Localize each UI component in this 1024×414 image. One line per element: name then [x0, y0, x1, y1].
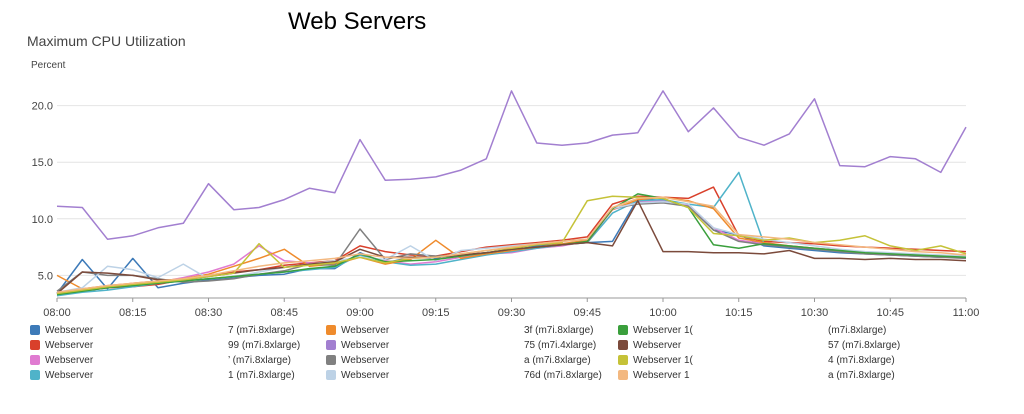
x-tick-label: 08:00: [43, 307, 71, 319]
legend-swatch: [618, 340, 628, 350]
legend-label: Webserver 1(: [633, 324, 693, 336]
legend-label: 99 (m7i.8xlarge): [228, 339, 301, 351]
x-tick-label: 09:45: [573, 307, 601, 319]
legend-label: a (m7i.8xlarge): [828, 369, 895, 381]
x-tick-label: 10:45: [876, 307, 904, 319]
legend-item[interactable]: Webserver: [326, 338, 389, 352]
x-tick-label: 10:15: [725, 307, 753, 319]
legend-item[interactable]: 99 (m7i.8xlarge): [228, 338, 300, 352]
legend-item[interactable]: (m7i.8xlarge): [828, 323, 886, 337]
x-tick-label: 08:45: [270, 307, 298, 319]
legend-swatch: [618, 325, 628, 335]
legend-item[interactable]: 4 (m7i.8xlarge): [828, 353, 895, 367]
x-tick-label: 10:00: [649, 307, 677, 319]
legend-item[interactable]: Webserver: [618, 338, 681, 352]
page-heading: Web Servers: [288, 8, 427, 35]
x-tick-label: 09:30: [498, 307, 526, 319]
x-tick-label: 08:30: [195, 307, 223, 319]
legend-item[interactable]: 7 (m7i.8xlarge): [228, 323, 295, 337]
legend-swatch: [30, 355, 40, 365]
legend-item[interactable]: Webserver: [326, 368, 389, 382]
legend-item[interactable]: Webserver: [30, 338, 93, 352]
legend-swatch: [30, 325, 40, 335]
legend-label: Webserver: [45, 369, 94, 381]
legend-item[interactable]: Webserver 1(: [618, 353, 693, 367]
legend-item[interactable]: 1 (m7i.8xlarge): [228, 368, 295, 382]
legend-label: 1 (m7i.8xlarge): [228, 369, 295, 381]
legend-label: Webserver: [45, 339, 94, 351]
legend-item[interactable]: 75 (m7i.4xlarge): [524, 338, 596, 352]
legend-label: 57 (m7i.8xlarge): [828, 339, 901, 351]
y-tick-label: 15.0: [32, 157, 53, 169]
legend-label: 76d (m7i.8xlarge): [524, 369, 602, 381]
legend-item[interactable]: Webserver: [30, 323, 93, 337]
legend-item[interactable]: 76d (m7i.8xlarge): [524, 368, 602, 382]
legend-label: Webserver: [45, 354, 94, 366]
legend-swatch: [326, 340, 336, 350]
x-tick-label: 09:15: [422, 307, 450, 319]
legend-label: 7 (m7i.8xlarge): [228, 324, 295, 336]
series-line-6: [56, 90, 967, 240]
x-tick-label: 09:00: [346, 307, 374, 319]
legend-swatch: [618, 355, 628, 365]
legend-item[interactable]: a (m7i.8xlarge): [524, 353, 591, 367]
legend-label: 4 (m7i.8xlarge): [828, 354, 895, 366]
legend-label: 75 (m7i.4xlarge): [524, 339, 597, 351]
legend-label: Webserver: [341, 369, 390, 381]
x-tick-label: 10:30: [801, 307, 829, 319]
legend-label: Webserver: [341, 324, 390, 336]
legend-item[interactable]: ’ (m7i.8xlarge): [228, 353, 291, 367]
legend-item[interactable]: Webserver: [30, 368, 93, 382]
legend-swatch: [30, 370, 40, 380]
legend-item[interactable]: Webserver: [326, 353, 389, 367]
y-tick-label: 20.0: [32, 101, 53, 113]
legend-label: Webserver 1: [633, 369, 690, 381]
legend-item[interactable]: 57 (m7i.8xlarge): [828, 338, 900, 352]
y-axis-label: Percent: [31, 60, 66, 71]
legend-item[interactable]: 3f (m7i.8xlarge): [524, 323, 593, 337]
x-tick-label: 08:15: [119, 307, 147, 319]
legend-item[interactable]: Webserver 1(: [618, 323, 693, 337]
legend-item[interactable]: a (m7i.8xlarge): [828, 368, 895, 382]
legend-item[interactable]: Webserver: [326, 323, 389, 337]
legend-item[interactable]: Webserver: [30, 353, 93, 367]
legend-label: (m7i.8xlarge): [828, 324, 887, 336]
legend-label: Webserver: [633, 339, 682, 351]
chart-title: Maximum CPU Utilization: [27, 33, 186, 49]
legend-item[interactable]: Webserver 1: [618, 368, 690, 382]
series-line-12: [56, 196, 967, 294]
legend-swatch: [326, 355, 336, 365]
legend-label: Webserver 1(: [633, 354, 693, 366]
legend-label: a (m7i.8xlarge): [524, 354, 591, 366]
y-tick-label: 10.0: [32, 214, 53, 226]
legend-swatch: [326, 370, 336, 380]
y-tick-label: 5.0: [38, 270, 53, 282]
x-tick-label: 11:00: [953, 307, 980, 319]
legend-label: Webserver: [341, 339, 390, 351]
legend-label: ’ (m7i.8xlarge): [228, 354, 291, 366]
legend-label: 3f (m7i.8xlarge): [524, 324, 594, 336]
legend-swatch: [618, 370, 628, 380]
legend-label: Webserver: [341, 354, 390, 366]
legend-swatch: [30, 340, 40, 350]
legend-label: Webserver: [45, 324, 94, 336]
legend-swatch: [326, 325, 336, 335]
